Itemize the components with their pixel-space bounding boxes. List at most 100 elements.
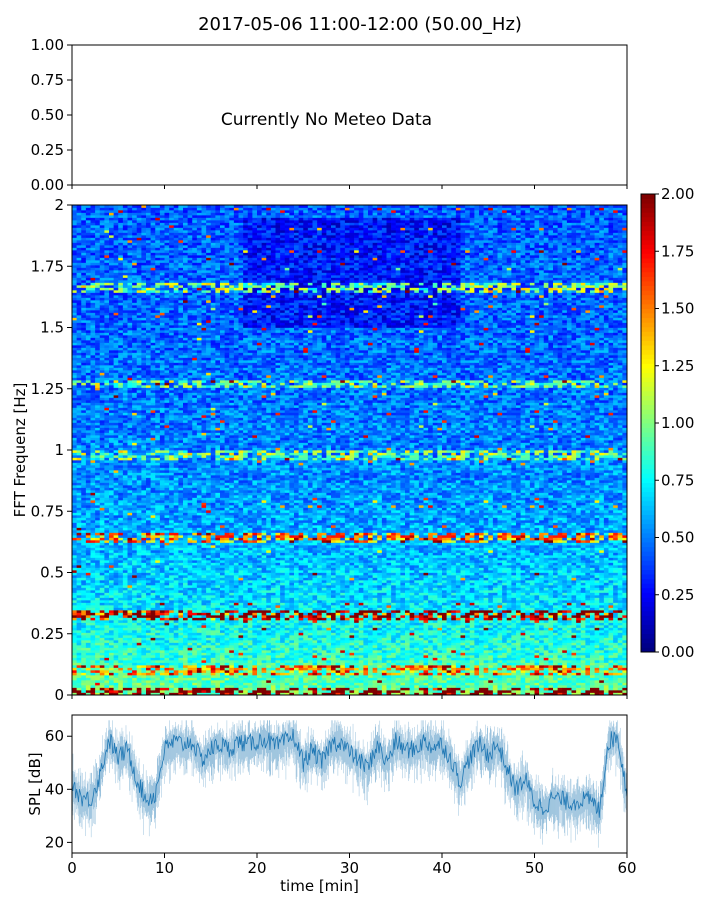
heatmap-cell: [178, 225, 183, 228]
heatmap-cell: [114, 470, 119, 473]
heatmap-cell: [155, 300, 160, 303]
heatmap-cell: [146, 585, 151, 588]
heatmap-cell: [104, 325, 109, 328]
heatmap-cell: [137, 493, 142, 496]
heatmap-cell: [77, 383, 82, 386]
heatmap-cell: [146, 680, 151, 683]
heatmap-cell: [169, 603, 174, 606]
heatmap-cell: [155, 555, 160, 558]
heatmap-cell: [81, 258, 86, 261]
heatmap-cell: [155, 510, 160, 513]
heatmap-cell: [165, 463, 170, 466]
heatmap-cell: [109, 228, 114, 231]
heatmap-cell: [146, 228, 151, 231]
heatmap-cell: [160, 520, 165, 523]
heatmap-cell: [146, 663, 151, 666]
heatmap-cell: [123, 258, 128, 261]
heatmap-cell: [128, 585, 133, 588]
heatmap-cell: [81, 393, 86, 396]
heatmap-cell: [165, 603, 170, 606]
heatmap-cell: [141, 455, 146, 458]
heatmap-cell: [132, 645, 137, 648]
heatmap-cell: [95, 615, 100, 618]
heatmap-cell: [109, 488, 114, 491]
heatmap-cell: [169, 620, 174, 623]
heatmap-cell: [174, 208, 179, 211]
heatmap-cell: [160, 553, 165, 556]
heatmap-cell: [95, 220, 100, 223]
heatmap-cell: [151, 230, 156, 233]
heatmap-cell: [146, 343, 151, 346]
heatmap-cell: [132, 583, 137, 586]
heatmap-cell: [174, 670, 179, 673]
heatmap-cell: [104, 605, 109, 608]
heatmap-cell: [169, 300, 174, 303]
heatmap-cell: [174, 613, 179, 616]
heatmap-cell: [146, 235, 151, 238]
heatmap-cell: [81, 505, 86, 508]
heatmap-cell: [109, 420, 114, 423]
heatmap-cell: [91, 538, 96, 541]
heatmap-cell: [77, 223, 82, 226]
heatmap-cell: [160, 685, 165, 688]
heatmap-cell: [183, 375, 188, 378]
heatmap-cell: [100, 470, 105, 473]
heatmap-cell: [151, 268, 156, 271]
heatmap-cell: [118, 445, 123, 448]
heatmap-cell: [137, 285, 142, 288]
heatmap-cell: [109, 553, 114, 556]
heatmap-cell: [81, 658, 86, 661]
heatmap-cell: [132, 598, 137, 601]
heatmap-cell: [109, 475, 114, 478]
heatmap-cell: [95, 250, 100, 253]
heatmap-cell: [81, 373, 86, 376]
heatmap-cell: [128, 313, 133, 316]
heatmap-cell: [118, 553, 123, 556]
heatmap-cell: [100, 490, 105, 493]
heatmap-cell: [81, 605, 86, 608]
heatmap-cell: [141, 623, 146, 626]
heatmap-cell: [146, 568, 151, 571]
heatmap-cell: [183, 455, 188, 458]
heatmap-cell: [77, 520, 82, 523]
heatmap-cell: [91, 600, 96, 603]
heatmap-cell: [169, 373, 174, 376]
heatmap-cell: [151, 265, 156, 268]
heatmap-cell: [137, 630, 142, 633]
heatmap-cell: [183, 685, 188, 688]
heatmap-cell: [141, 675, 146, 678]
heatmap-cell: [132, 640, 137, 643]
heatmap-cell: [146, 655, 151, 658]
heatmap-cell: [91, 480, 96, 483]
heatmap-cell: [91, 270, 96, 273]
heatmap-cell: [160, 238, 165, 241]
heatmap-cell: [174, 558, 179, 561]
heatmap-cell: [183, 240, 188, 243]
heatmap-cell: [160, 570, 165, 573]
heatmap-cell: [81, 663, 86, 666]
heatmap-cell: [165, 515, 170, 518]
heatmap-cell: [123, 528, 128, 531]
heatmap-cell: [160, 478, 165, 481]
heatmap-cell: [81, 370, 86, 373]
heatmap-cell: [160, 653, 165, 656]
heatmap-cell: [118, 363, 123, 366]
heatmap-cell: [109, 660, 114, 663]
heatmap-cell: [160, 425, 165, 428]
heatmap-cell: [118, 258, 123, 261]
heatmap-cell: [77, 270, 82, 273]
heatmap-cell: [183, 440, 188, 443]
heatmap-cell: [114, 283, 119, 286]
heatmap-cell: [91, 678, 96, 681]
heatmap-cell: [128, 475, 133, 478]
heatmap-cell: [169, 270, 174, 273]
heatmap-cell: [160, 278, 165, 281]
heatmap-cell: [151, 323, 156, 326]
heatmap-cell: [81, 408, 86, 411]
heatmap-cell: [114, 538, 119, 541]
heatmap-cell: [178, 640, 183, 643]
heatmap-cell: [91, 675, 96, 678]
heatmap-cell: [95, 323, 100, 326]
heatmap-cell: [95, 300, 100, 303]
heatmap-cell: [86, 348, 91, 351]
